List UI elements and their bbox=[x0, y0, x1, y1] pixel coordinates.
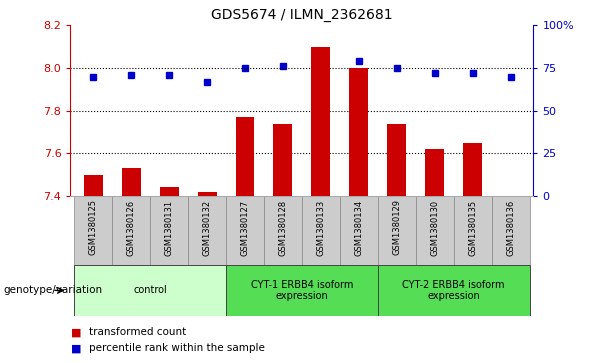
Text: GSM1380129: GSM1380129 bbox=[392, 200, 402, 256]
Bar bbox=[387, 123, 406, 196]
Text: GSM1380127: GSM1380127 bbox=[240, 200, 249, 256]
Text: transformed count: transformed count bbox=[89, 327, 186, 337]
Bar bbox=[302, 196, 340, 265]
Text: ■: ■ bbox=[70, 327, 81, 337]
Bar bbox=[425, 149, 444, 196]
Text: GSM1380136: GSM1380136 bbox=[506, 200, 515, 256]
Bar bbox=[378, 196, 416, 265]
Bar bbox=[159, 188, 178, 196]
Bar bbox=[122, 168, 140, 196]
Bar bbox=[226, 196, 264, 265]
Text: GSM1380126: GSM1380126 bbox=[127, 200, 135, 256]
Bar bbox=[197, 192, 216, 196]
Bar bbox=[264, 196, 302, 265]
Bar bbox=[311, 47, 330, 196]
Bar bbox=[492, 196, 530, 265]
Bar bbox=[273, 123, 292, 196]
Text: percentile rank within the sample: percentile rank within the sample bbox=[89, 343, 265, 354]
Text: GSM1380133: GSM1380133 bbox=[316, 200, 326, 256]
Bar bbox=[226, 265, 378, 316]
Bar bbox=[349, 68, 368, 196]
Text: ■: ■ bbox=[70, 343, 81, 354]
Text: GSM1380134: GSM1380134 bbox=[354, 200, 364, 256]
Text: GSM1380131: GSM1380131 bbox=[165, 200, 173, 256]
Bar bbox=[188, 196, 226, 265]
Text: GSM1380132: GSM1380132 bbox=[202, 200, 211, 256]
Text: GSM1380130: GSM1380130 bbox=[430, 200, 439, 256]
Bar bbox=[112, 196, 150, 265]
Bar bbox=[74, 265, 226, 316]
Bar bbox=[74, 196, 112, 265]
Text: GSM1380125: GSM1380125 bbox=[89, 200, 97, 256]
Bar bbox=[416, 196, 454, 265]
Text: GSM1380135: GSM1380135 bbox=[468, 200, 477, 256]
Title: GDS5674 / ILMN_2362681: GDS5674 / ILMN_2362681 bbox=[211, 8, 393, 22]
Bar bbox=[454, 196, 492, 265]
Text: CYT-2 ERBB4 isoform
expression: CYT-2 ERBB4 isoform expression bbox=[402, 280, 505, 301]
Bar bbox=[235, 117, 254, 196]
Bar bbox=[150, 196, 188, 265]
Bar bbox=[378, 265, 530, 316]
Bar bbox=[463, 143, 482, 196]
Bar bbox=[84, 175, 103, 196]
Text: genotype/variation: genotype/variation bbox=[3, 285, 102, 295]
Bar bbox=[340, 196, 378, 265]
Text: CYT-1 ERBB4 isoform
expression: CYT-1 ERBB4 isoform expression bbox=[251, 280, 353, 301]
Text: control: control bbox=[133, 285, 167, 295]
Text: GSM1380128: GSM1380128 bbox=[278, 200, 287, 256]
